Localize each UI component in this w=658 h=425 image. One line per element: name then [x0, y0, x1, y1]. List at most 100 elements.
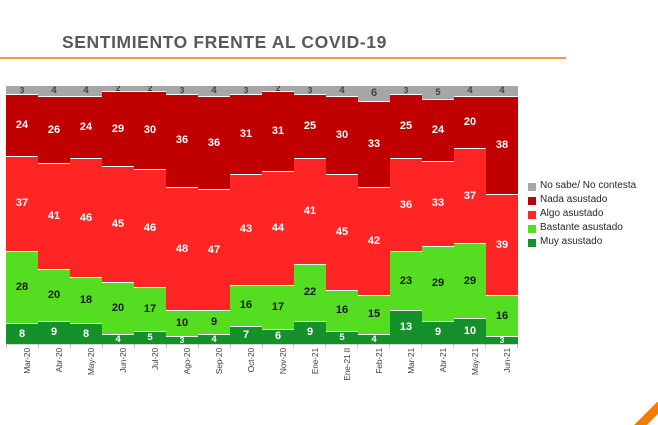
bar-segment-value: 22 — [303, 286, 317, 299]
x-axis-label-text: Mar-21 — [406, 348, 416, 374]
bar-segment: 24 — [6, 93, 38, 156]
x-axis-label-text: Jul-20 — [150, 348, 160, 370]
bar-segment: 44 — [262, 171, 294, 285]
bar-segment-value: 44 — [271, 221, 285, 234]
bar-segment: 6 — [358, 86, 390, 102]
legend-item[interactable]: No sabe/ No contesta — [528, 180, 652, 192]
bar-segment: 18 — [70, 276, 102, 324]
bar-column[interactable]: 4 38 39 16 3 — [486, 86, 518, 344]
x-axis-label-text: Nov-20 — [278, 348, 288, 375]
bar-column[interactable]: 4 36 47 9 4 — [198, 86, 230, 344]
bar-segment-value: 3 — [499, 336, 505, 344]
bar-segment: 9 — [198, 310, 230, 334]
bar-segment: 6 — [262, 328, 294, 344]
bar-segment-value: 4 — [51, 86, 57, 97]
bar-segment-value: 30 — [143, 123, 157, 136]
legend-item[interactable]: Bastante asustado — [528, 222, 652, 234]
bar-column[interactable]: 3 31 43 16 7 — [230, 86, 262, 344]
bar-segment-value: 31 — [271, 125, 285, 138]
bar-segment: 33 — [358, 101, 390, 187]
bar-column[interactable]: 3 25 41 22 9 — [294, 86, 326, 344]
bar-segment-value: 23 — [399, 274, 413, 287]
bar-column[interactable]: 4 20 37 29 10 — [454, 86, 486, 344]
bar-segment: 15 — [358, 294, 390, 334]
bar-segment-value: 28 — [15, 281, 29, 294]
bar-segment-value: 4 — [339, 86, 345, 97]
bar-segment: 20 — [102, 282, 134, 334]
bar-segment-value: 13 — [399, 321, 413, 334]
bar-segment-value: 37 — [463, 189, 477, 202]
legend-item[interactable]: Algo asustado — [528, 208, 652, 220]
bar-column[interactable]: 4 30 45 16 5 — [326, 86, 358, 344]
x-axis-tick-marks — [6, 344, 518, 349]
bar-segment: 41 — [294, 158, 326, 264]
bar-segment-value: 38 — [495, 139, 509, 152]
bar-segment: 8 — [70, 323, 102, 344]
orange-diagonal-stripe — [602, 401, 658, 425]
bar-segment: 26 — [38, 96, 70, 164]
legend-color-swatch-icon — [528, 224, 536, 233]
bar-segment: 4 — [102, 333, 134, 344]
bar-segment: 5 — [326, 331, 358, 344]
x-axis-label-text: May-20 — [86, 348, 96, 376]
bar-segment: 30 — [134, 91, 166, 169]
bar-segment: 5 — [422, 86, 454, 99]
bar-segment: 13 — [390, 310, 422, 344]
bar-column[interactable]: 2 30 46 17 5 — [134, 86, 166, 344]
bar-segment-value: 42 — [367, 234, 381, 247]
bar-segment-value: 47 — [207, 243, 221, 256]
bar-column[interactable]: 3 25 36 23 13 — [390, 86, 422, 344]
bar-segment: 7 — [230, 325, 262, 344]
bar-segment: 4 — [358, 333, 390, 344]
bar-segment-value: 46 — [79, 211, 93, 224]
bar-column[interactable]: 2 29 45 20 4 — [102, 86, 134, 344]
x-axis-label-text: Feb-21 — [374, 348, 384, 374]
bar-segment-value: 2 — [275, 86, 281, 92]
bar-segment: 45 — [326, 173, 358, 290]
bar-segment: 46 — [70, 158, 102, 277]
bar-column[interactable]: 3 24 37 28 8 — [6, 86, 38, 344]
bar-segment-value: 18 — [79, 294, 93, 307]
bar-segment: 43 — [230, 173, 262, 285]
x-axis-label-text: Ago-20 — [182, 348, 192, 375]
bar-column[interactable]: 5 24 33 29 9 — [422, 86, 454, 344]
legend-item-label: Muy asustado — [540, 236, 603, 247]
bar-segment: 42 — [358, 186, 390, 295]
bar-segment-value: 3 — [179, 86, 185, 94]
bar-segment-value: 8 — [18, 327, 26, 340]
bar-segment: 36 — [390, 158, 422, 252]
bar-segment-value: 5 — [147, 332, 153, 344]
bar-column[interactable]: 3 36 48 10 3 — [166, 86, 198, 344]
x-axis-label: May-21 — [454, 348, 486, 394]
bar-segment-value: 17 — [143, 303, 157, 316]
bar-segment: 22 — [294, 264, 326, 321]
x-axis-tick — [101, 344, 103, 348]
bar-segment-value: 4 — [467, 86, 473, 97]
x-axis-label-text: Abr-20 — [54, 348, 64, 373]
legend-item-label: Bastante asustado — [540, 222, 623, 233]
x-axis-tick — [261, 344, 263, 348]
bar-segment-value: 6 — [370, 87, 378, 100]
x-axis-tick — [485, 344, 487, 348]
bar-segment: 46 — [134, 168, 166, 288]
bar-column[interactable]: 6 33 42 15 4 — [358, 86, 390, 344]
bar-column[interactable]: 4 26 41 20 9 — [38, 86, 70, 344]
bar-segment-value: 31 — [239, 127, 253, 140]
bar-column[interactable]: 4 24 46 18 8 — [70, 86, 102, 344]
bar-segment-value: 41 — [303, 205, 317, 218]
bar-segment-value: 16 — [335, 304, 349, 317]
x-axis-tick — [37, 344, 39, 348]
bar-segment: 9 — [422, 320, 454, 344]
bar-segment-value: 20 — [111, 301, 125, 314]
legend-item[interactable]: Nada asustado — [528, 194, 652, 206]
bar-segment-value: 36 — [207, 136, 221, 149]
bar-column[interactable]: 2 31 44 17 6 — [262, 86, 294, 344]
bar-segment-value: 4 — [211, 86, 217, 97]
bar-segment-value: 4 — [371, 333, 377, 344]
bar-segment: 38 — [486, 96, 518, 195]
bar-segment-value: 3 — [243, 86, 249, 94]
legend-item[interactable]: Muy asustado — [528, 236, 652, 248]
bar-segment-value: 20 — [47, 288, 61, 301]
x-axis-tick — [293, 344, 295, 348]
